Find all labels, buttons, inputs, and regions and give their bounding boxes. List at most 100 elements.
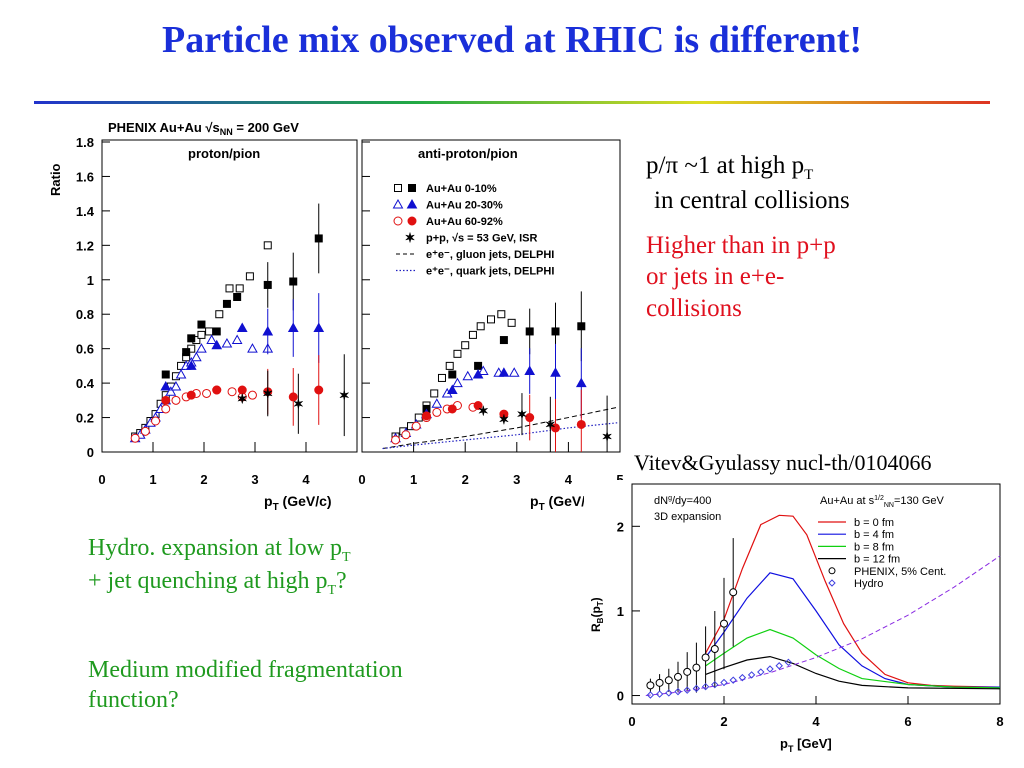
data-point-mid-open bbox=[247, 343, 258, 353]
data-point-mid-open bbox=[452, 377, 463, 388]
data-point-periph-open bbox=[161, 404, 171, 414]
y-tick-label: 0.2 bbox=[76, 411, 94, 426]
data-point-central-open bbox=[445, 361, 454, 370]
chart-background bbox=[38, 112, 630, 517]
x-tick-label: 0 bbox=[98, 472, 105, 487]
data-point-central-open bbox=[235, 284, 244, 293]
question-hydro: Hydro. expansion at low pT + jet quenchi… bbox=[88, 535, 351, 599]
y-tick-label: 1.6 bbox=[76, 169, 94, 184]
x-tick-label: 0 bbox=[628, 714, 635, 729]
gluon-jets-line bbox=[382, 406, 619, 450]
data-point-mid-open bbox=[196, 343, 207, 353]
x-tick-label: 3 bbox=[251, 472, 258, 487]
data-point-central-open bbox=[197, 330, 206, 339]
series-hydro-point bbox=[747, 671, 756, 679]
series-phenix-5-cent--point bbox=[683, 667, 692, 676]
data-point-pp-star bbox=[601, 430, 613, 443]
data-point-central-filled bbox=[187, 334, 196, 343]
series-hydro-point bbox=[757, 668, 765, 676]
x-tick-label: 2 bbox=[462, 472, 469, 487]
x-tick-label: 2 bbox=[720, 714, 727, 729]
data-point-mid-filled bbox=[262, 325, 274, 336]
series-phenix-5-cent--point bbox=[729, 588, 738, 597]
data-point-periph-filled bbox=[212, 385, 222, 395]
series-hydro-point bbox=[646, 691, 655, 699]
title-divider bbox=[34, 101, 990, 104]
header-left: dNg/dy=400 bbox=[654, 495, 711, 507]
data-point-mid-filled bbox=[313, 322, 325, 332]
data-point-mid-filled bbox=[524, 365, 536, 376]
data-point-pp-star bbox=[262, 387, 273, 400]
y-tick-label: 1.2 bbox=[76, 238, 94, 253]
series-hydro-point bbox=[738, 673, 747, 682]
data-point-mid-open bbox=[165, 386, 177, 396]
series-hydro-point bbox=[766, 665, 774, 673]
panel-left-frame bbox=[101, 139, 358, 453]
y-tick-label: 1 bbox=[617, 604, 624, 619]
series-phenix-5-cent--point bbox=[655, 678, 664, 687]
data-point-pp-star bbox=[516, 409, 528, 421]
data-point-periph-open bbox=[227, 387, 237, 397]
series-phenix-5-cent--point bbox=[720, 619, 728, 628]
y-tick-label: 1.4 bbox=[76, 204, 95, 219]
data-point-central-open bbox=[205, 327, 214, 336]
x-tick-labels: 0 1 2 3 4 0 1 2 3 4 5 bbox=[98, 442, 624, 487]
data-point-periph-filled bbox=[161, 395, 171, 405]
data-point-periph-filled bbox=[473, 401, 483, 410]
x-axis-label: pT [GeV] bbox=[780, 736, 832, 754]
y-tick-labels: 0 0.2 0.4 0.6 0.8 1 1.2 1.4 1.6 1.8 bbox=[76, 135, 370, 460]
data-point-periph-open bbox=[401, 430, 411, 440]
data-point-mid-filled bbox=[575, 377, 587, 388]
series-b-8-fm-line bbox=[705, 628, 1001, 689]
data-point-periph-filled bbox=[576, 419, 586, 429]
y-axis-label: RB(pT) bbox=[589, 597, 605, 632]
legend-swatch bbox=[408, 184, 416, 192]
series-b-0-fm-line bbox=[705, 514, 1001, 688]
x-tick-label: 6 bbox=[904, 714, 911, 729]
data-point-mid-filled bbox=[160, 381, 172, 391]
data-point-central-filled bbox=[263, 280, 272, 289]
data-point-central-open bbox=[497, 310, 506, 319]
x-tick-label: 1 bbox=[410, 472, 417, 487]
data-point-periph-open bbox=[202, 388, 212, 398]
data-point-central-filled bbox=[197, 320, 206, 329]
y-axis-label: Ratio bbox=[48, 163, 63, 196]
data-point-periph-filled bbox=[237, 385, 247, 395]
series-phenix-5-cent--point bbox=[692, 663, 701, 672]
series-hydro-point bbox=[655, 690, 664, 698]
data-point-mid-open bbox=[190, 351, 202, 362]
quark-jets-line bbox=[382, 422, 619, 450]
data-point-central-filled bbox=[474, 361, 483, 370]
slide-title: Particle mix observed at RHIC is differe… bbox=[161, 19, 863, 61]
data-marks bbox=[129, 203, 619, 452]
series-hydro-point bbox=[683, 686, 691, 694]
data-point-pp-star bbox=[293, 397, 304, 409]
legend-label: p+p, √s = 53 GeV, ISR bbox=[426, 233, 537, 245]
data-point-central-open bbox=[453, 349, 462, 358]
series-hydro-point bbox=[674, 687, 682, 696]
y-tick-label: 0 bbox=[87, 445, 94, 460]
tick-labels: 0 2 4 6 8 0 1 2 bbox=[617, 519, 1004, 729]
data-point-mid-filled bbox=[236, 322, 248, 332]
data-marks bbox=[645, 514, 1001, 699]
data-point-periph-filled bbox=[422, 411, 431, 421]
x-tick-label: 3 bbox=[513, 472, 520, 487]
series-phenix-5-cent--point bbox=[646, 681, 655, 690]
legend-swatch bbox=[828, 567, 836, 575]
series-hydro-point bbox=[784, 658, 793, 667]
legend-label: Hydro bbox=[854, 578, 883, 590]
x-tick-label: 2 bbox=[200, 472, 207, 487]
data-point-central-filled bbox=[161, 370, 170, 379]
data-point-periph-open bbox=[432, 407, 442, 417]
phenix-ratio-chart: PHENIX Au+Au √sNN = 200 GeV proton/pion … bbox=[38, 112, 630, 517]
data-point-mid-filled bbox=[446, 384, 458, 394]
header-left-2: 3D expansion bbox=[654, 511, 721, 523]
data-point-mid-filled bbox=[287, 322, 299, 332]
data-point-central-open bbox=[225, 284, 234, 293]
series-hydro-point bbox=[665, 689, 673, 697]
series-hydro-point bbox=[692, 684, 701, 693]
data-point-central-open bbox=[476, 322, 485, 331]
series-hydro-point bbox=[729, 676, 737, 684]
data-point-central-filled bbox=[233, 293, 242, 301]
y-tick-label: 1.8 bbox=[76, 135, 94, 150]
